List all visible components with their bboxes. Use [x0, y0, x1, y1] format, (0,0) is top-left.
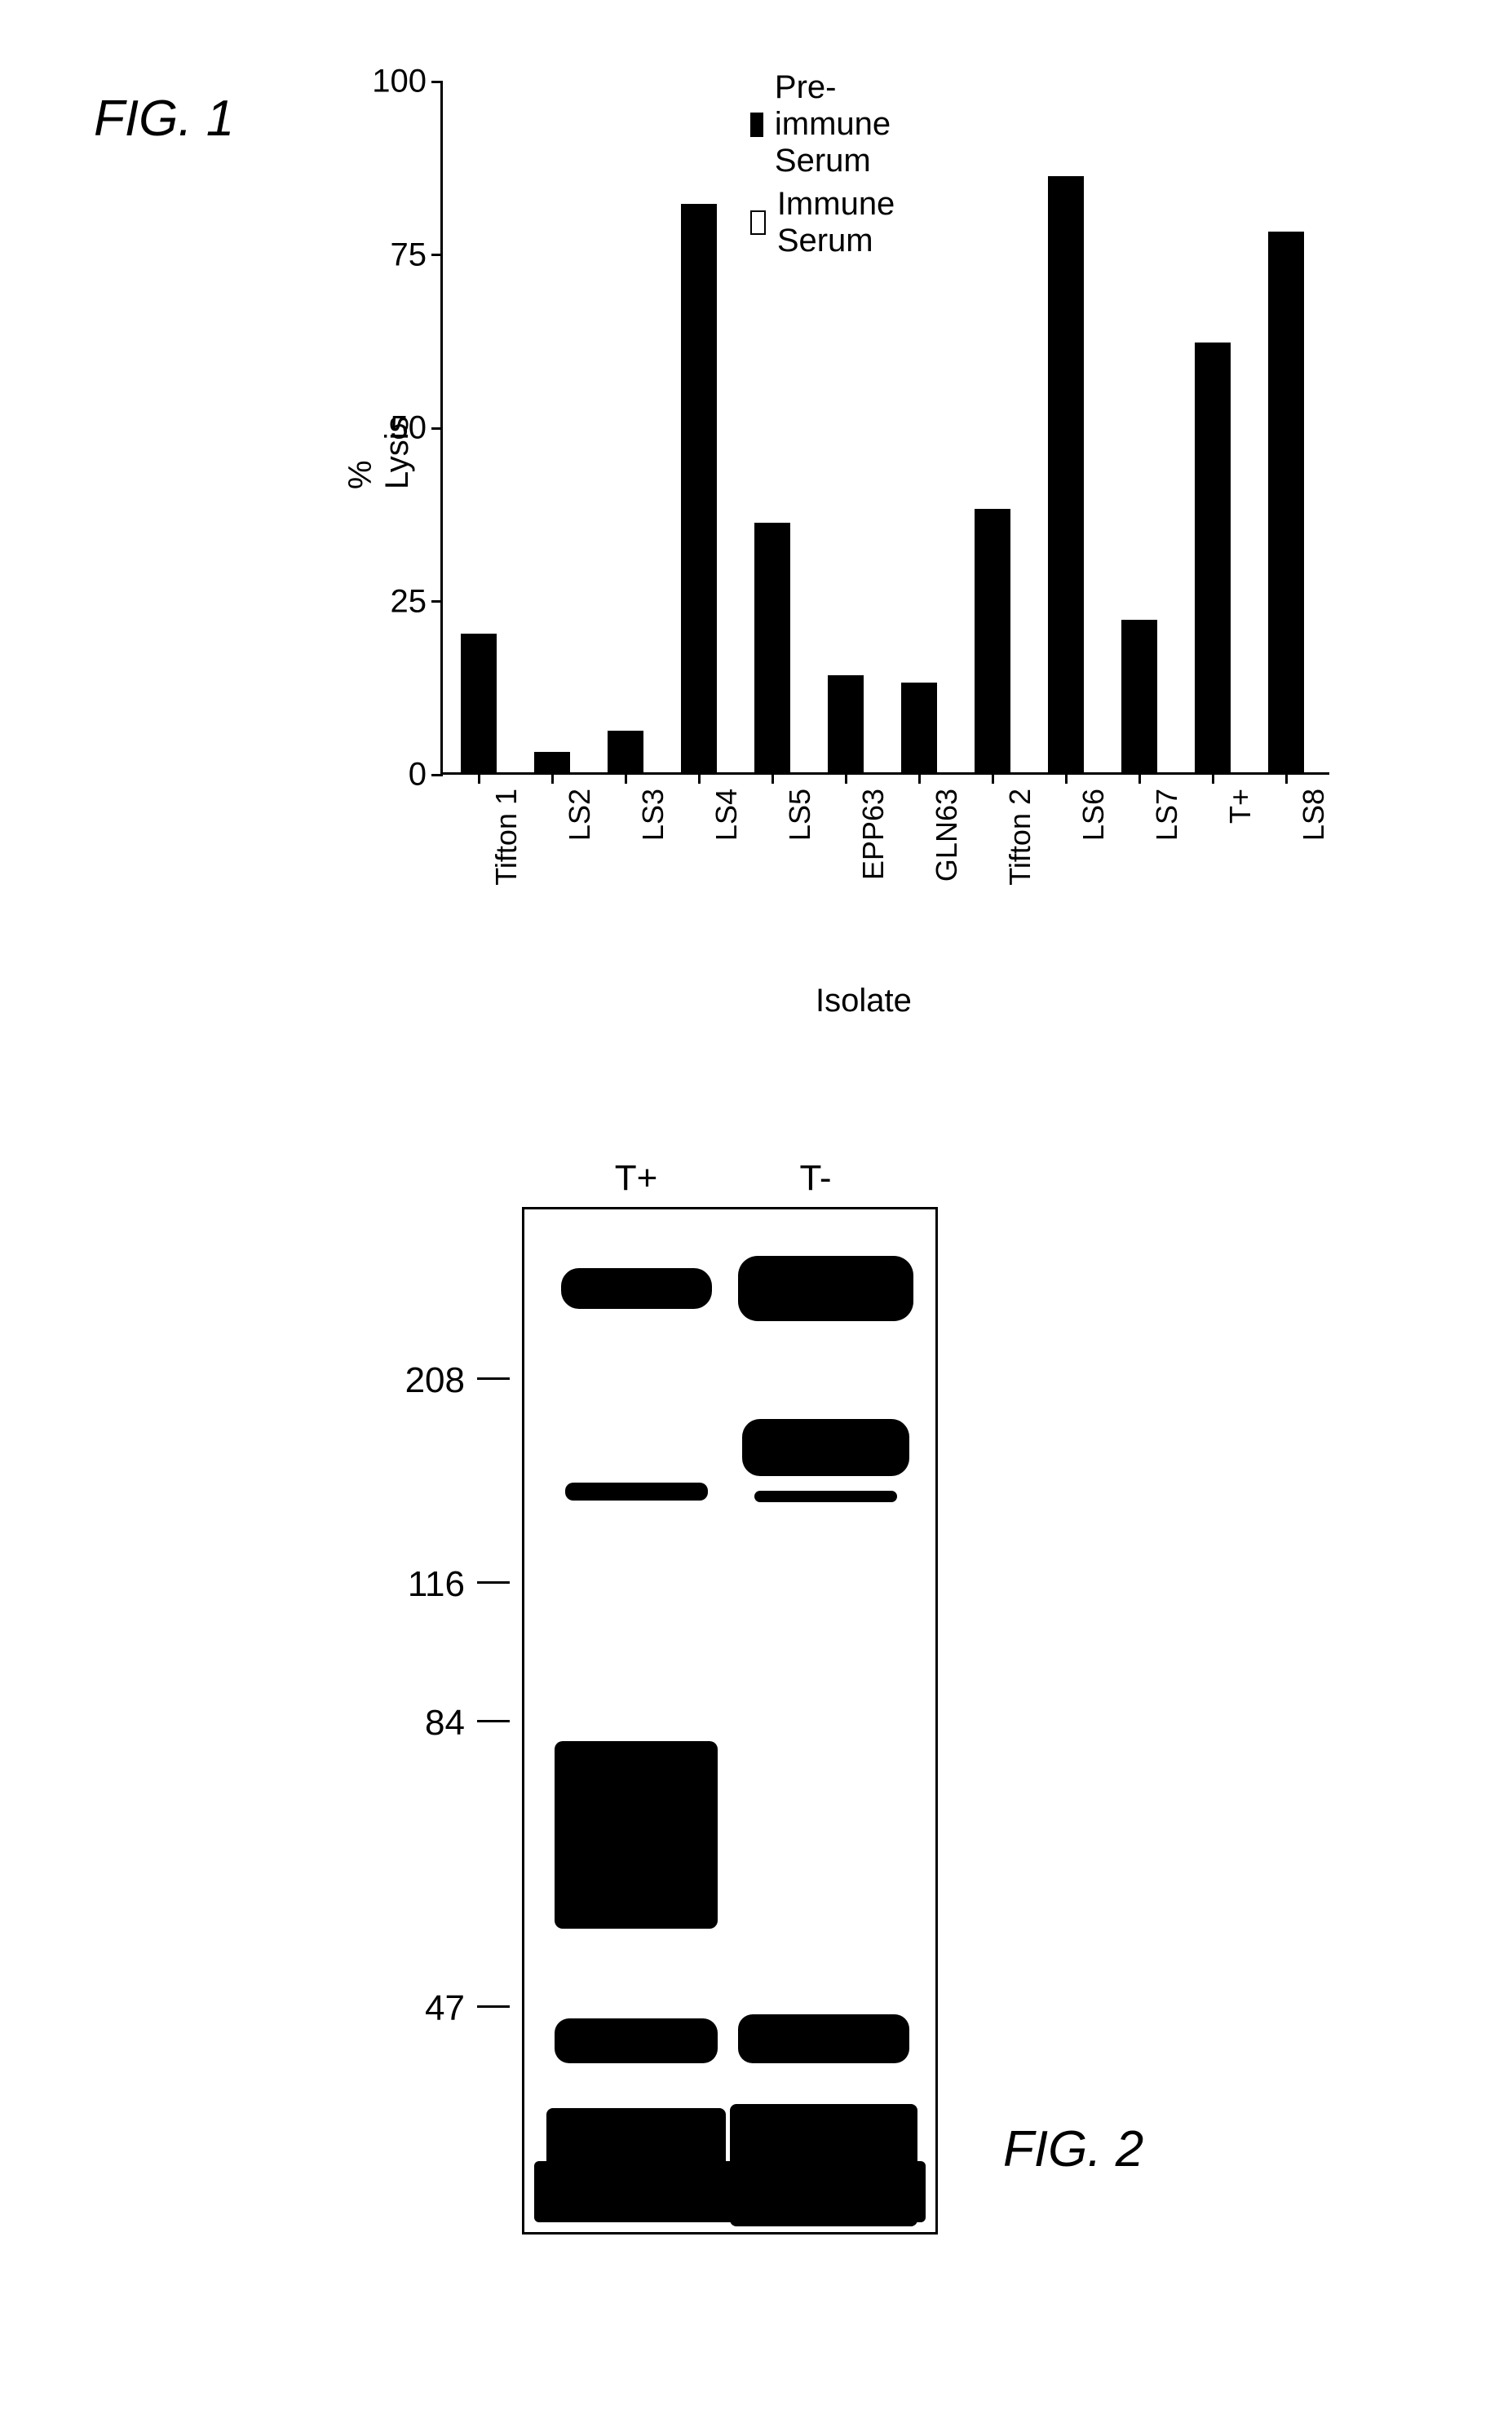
mw-label: 47	[425, 1988, 465, 2029]
legend-swatch	[750, 210, 766, 235]
x-tick-label: LS4	[710, 789, 744, 841]
x-tick	[698, 772, 701, 784]
bar	[1121, 620, 1157, 772]
x-tick	[771, 772, 774, 784]
mw-label: 84	[425, 1703, 465, 1744]
y-tick	[431, 254, 443, 256]
bar	[828, 675, 864, 772]
x-tick-label: LS7	[1150, 789, 1184, 841]
x-tick-label: Tifton 2	[1003, 789, 1037, 886]
x-tick-label: LS5	[783, 789, 817, 841]
x-tick	[918, 772, 921, 784]
x-tick-label: LS8	[1297, 789, 1331, 841]
x-tick	[845, 772, 847, 784]
y-tick	[431, 600, 443, 603]
mw-label: 116	[408, 1564, 465, 1605]
x-tick-label: EPP63	[856, 789, 891, 880]
gel-band	[565, 1483, 708, 1501]
mw-label: 208	[405, 1360, 465, 1401]
y-tick-label: 25	[391, 583, 427, 620]
x-axis-label: Isolate	[816, 983, 912, 1019]
y-tick	[431, 774, 443, 776]
bar	[608, 731, 643, 772]
legend-item: Pre-immune Serum	[750, 69, 904, 179]
gel-box	[522, 1207, 938, 2235]
gel-band	[738, 1256, 913, 1321]
lane-label: T+	[615, 1158, 658, 1199]
bar	[754, 523, 790, 772]
gel-band	[754, 1491, 897, 1502]
y-tick-label: 100	[372, 64, 427, 100]
chart-legend: Pre-immune SerumImmune Serum	[750, 69, 904, 266]
gel-band	[555, 2018, 718, 2063]
bar	[681, 204, 717, 772]
x-tick	[478, 772, 480, 784]
x-tick	[1285, 772, 1288, 784]
bar	[461, 634, 497, 772]
legend-label: Pre-immune Serum	[775, 69, 904, 179]
figure-2-label: FIG. 2	[1003, 2120, 1143, 2178]
x-tick	[625, 772, 627, 784]
gel-band	[555, 1741, 718, 1929]
x-tick-label: LS2	[563, 789, 597, 841]
x-tick-label: GLN63	[930, 789, 964, 882]
y-axis-label: % Lysis	[343, 416, 416, 489]
mw-tick	[477, 1377, 510, 1380]
mw-tick	[477, 2005, 510, 2008]
mw-tick	[477, 1581, 510, 1584]
x-tick	[1138, 772, 1141, 784]
gel-band	[561, 1268, 712, 1309]
bar	[1195, 343, 1231, 772]
lane-label: T-	[799, 1158, 831, 1199]
figure-1-label: FIG. 1	[94, 90, 234, 148]
y-tick	[431, 427, 443, 430]
legend-label: Immune Serum	[777, 186, 904, 259]
y-tick-label: 75	[391, 236, 427, 273]
x-tick-label: LS3	[636, 789, 670, 841]
bar	[975, 509, 1010, 772]
x-tick	[1212, 772, 1214, 784]
x-tick-label: T+	[1223, 789, 1258, 824]
x-tick	[551, 772, 554, 784]
bar	[534, 752, 570, 773]
x-tick-label: LS6	[1077, 789, 1111, 841]
legend-swatch	[750, 113, 763, 137]
bar	[1048, 176, 1084, 772]
bar	[1268, 232, 1304, 772]
bar	[901, 683, 937, 773]
y-tick	[431, 81, 443, 83]
gel-band	[738, 2014, 909, 2063]
x-tick	[992, 772, 994, 784]
y-tick-label: 0	[409, 757, 427, 793]
gel-band	[534, 2161, 926, 2222]
x-tick-label: Tifton 1	[489, 789, 524, 886]
gel-band	[742, 1419, 909, 1476]
legend-item: Immune Serum	[750, 186, 904, 259]
x-tick	[1065, 772, 1068, 784]
mw-tick	[477, 1720, 510, 1722]
